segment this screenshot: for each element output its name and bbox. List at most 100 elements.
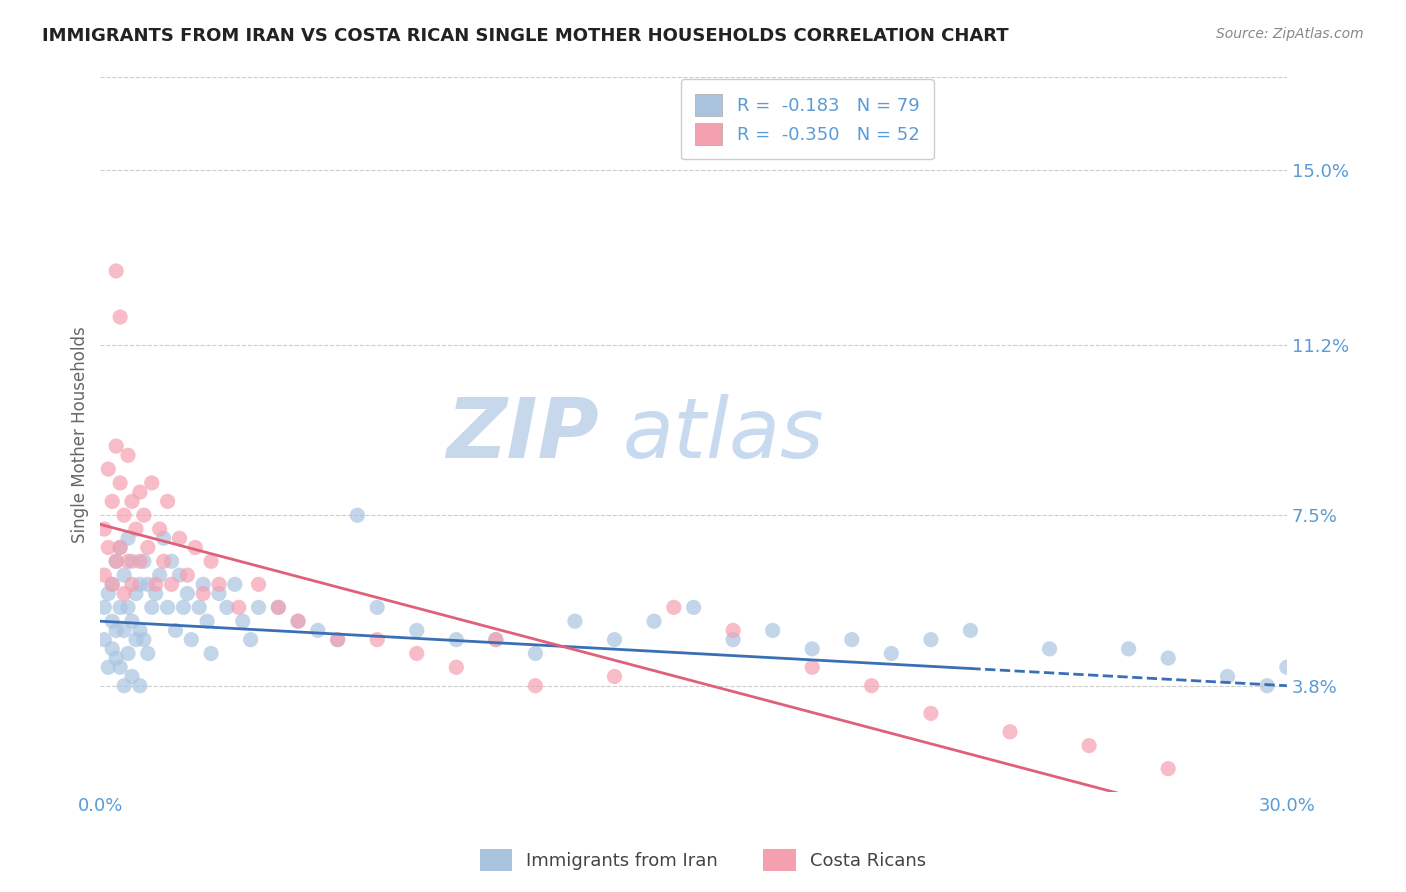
Point <box>129 554 152 568</box>
Point <box>108 310 131 324</box>
Point <box>145 577 167 591</box>
Point <box>156 494 179 508</box>
Point <box>267 600 290 615</box>
Point <box>152 554 174 568</box>
Point <box>405 624 427 638</box>
Point <box>239 632 262 647</box>
Point <box>160 577 183 591</box>
Point <box>117 647 139 661</box>
Point <box>132 508 155 523</box>
Point <box>446 632 468 647</box>
Point <box>247 577 270 591</box>
Point <box>176 568 198 582</box>
Point <box>643 614 665 628</box>
Point <box>485 632 508 647</box>
Point <box>200 554 222 568</box>
Point <box>105 264 128 278</box>
Point <box>176 586 198 600</box>
Point <box>121 614 143 628</box>
Point <box>524 679 547 693</box>
Point <box>346 508 368 523</box>
Point <box>112 508 135 523</box>
Point <box>169 568 191 582</box>
Text: Source: ZipAtlas.com: Source: ZipAtlas.com <box>1216 27 1364 41</box>
Point <box>125 586 148 600</box>
Point <box>524 647 547 661</box>
Point <box>149 568 172 582</box>
Point <box>267 600 290 615</box>
Point <box>959 624 981 638</box>
Point <box>108 541 131 555</box>
Point <box>446 660 468 674</box>
Point <box>1275 660 1298 674</box>
Point <box>145 586 167 600</box>
Point <box>101 614 124 628</box>
Point <box>1157 651 1180 665</box>
Point <box>136 577 159 591</box>
Point <box>117 554 139 568</box>
Point <box>108 600 131 615</box>
Point <box>93 600 115 615</box>
Point <box>366 600 388 615</box>
Text: ZIP: ZIP <box>446 394 599 475</box>
Point <box>366 632 388 647</box>
Point <box>880 647 903 661</box>
Point <box>188 600 211 615</box>
Point <box>97 660 120 674</box>
Point <box>998 724 1021 739</box>
Point <box>136 541 159 555</box>
Point <box>97 586 120 600</box>
Text: atlas: atlas <box>623 394 824 475</box>
Point <box>156 600 179 615</box>
Point <box>160 554 183 568</box>
Point <box>105 554 128 568</box>
Legend: Immigrants from Iran, Costa Ricans: Immigrants from Iran, Costa Ricans <box>472 842 934 879</box>
Point <box>117 448 139 462</box>
Point <box>105 651 128 665</box>
Point <box>105 554 128 568</box>
Point <box>200 647 222 661</box>
Point <box>132 632 155 647</box>
Point <box>165 624 187 638</box>
Point <box>195 614 218 628</box>
Point <box>108 541 131 555</box>
Point <box>129 679 152 693</box>
Point <box>121 494 143 508</box>
Point <box>97 541 120 555</box>
Point <box>125 632 148 647</box>
Point <box>180 632 202 647</box>
Point <box>841 632 863 647</box>
Point <box>152 531 174 545</box>
Point <box>287 614 309 628</box>
Point <box>662 600 685 615</box>
Point <box>193 586 215 600</box>
Point <box>149 522 172 536</box>
Point <box>1078 739 1101 753</box>
Point <box>172 600 194 615</box>
Point <box>101 577 124 591</box>
Point <box>1157 762 1180 776</box>
Point <box>101 494 124 508</box>
Point <box>169 531 191 545</box>
Point <box>184 541 207 555</box>
Point <box>129 624 152 638</box>
Legend: R =  -0.183   N = 79, R =  -0.350   N = 52: R = -0.183 N = 79, R = -0.350 N = 52 <box>681 79 934 160</box>
Point <box>208 577 231 591</box>
Point <box>141 600 163 615</box>
Point <box>485 632 508 647</box>
Point <box>208 586 231 600</box>
Point <box>121 554 143 568</box>
Point <box>287 614 309 628</box>
Point <box>105 439 128 453</box>
Point <box>1216 669 1239 683</box>
Point <box>405 647 427 661</box>
Point <box>121 577 143 591</box>
Point <box>117 531 139 545</box>
Point <box>129 485 152 500</box>
Point <box>101 641 124 656</box>
Point <box>920 706 942 721</box>
Point <box>93 632 115 647</box>
Point <box>129 577 152 591</box>
Point <box>1256 679 1278 693</box>
Point <box>1038 641 1060 656</box>
